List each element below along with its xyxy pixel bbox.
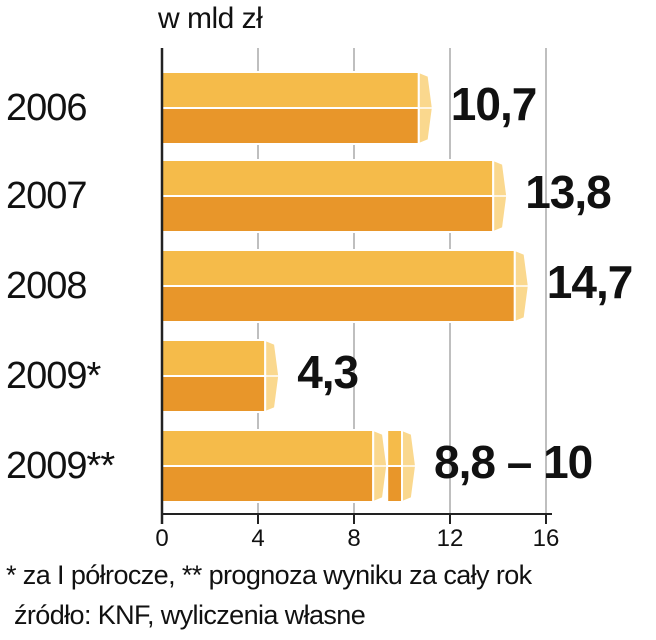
value-label: 4,3	[297, 346, 358, 398]
bar-2006	[161, 70, 434, 146]
bar-bottom-face	[161, 195, 495, 233]
source-note: źródło: KNF, wyliczenia własne	[14, 600, 366, 630]
x-axis: 0 4 8 12 16	[155, 48, 559, 552]
category-label: 2009**	[6, 445, 115, 487]
value-label: 10,7	[451, 78, 537, 130]
category-label: 2008	[6, 265, 87, 307]
value-label: 8,8 – 10	[434, 436, 592, 488]
x-tick-label: 8	[347, 525, 360, 552]
bar-2007	[161, 158, 509, 234]
bar-bottom-face	[161, 375, 267, 413]
bar-top-face	[161, 159, 495, 197]
bars	[161, 70, 530, 504]
unit-label: w mld zł	[158, 2, 263, 35]
bar-top-face	[161, 339, 267, 377]
x-tick-label: 16	[533, 525, 560, 552]
bar-top-face	[386, 429, 404, 467]
bar-top-face	[161, 249, 516, 287]
bar-2009x	[161, 338, 281, 414]
footnote: * za I półrocze, ** prognoza wyniku za c…	[6, 560, 532, 590]
bar-top-face	[161, 71, 420, 109]
value-label: 13,8	[525, 166, 611, 218]
value-label: 14,7	[547, 256, 633, 308]
bar-top-face	[161, 429, 375, 467]
bar-2009xx	[161, 428, 418, 504]
bar-segment	[161, 248, 530, 324]
bar-bottom-face	[161, 107, 420, 145]
bar-bottom-face	[161, 285, 516, 323]
bar-segment	[161, 428, 389, 504]
bar-segment	[161, 158, 509, 234]
bar-segment	[386, 428, 418, 504]
labels: 2006 10,7 2007 13,8 2008 14,7 2009* 4,3 2009** 8,…	[6, 78, 633, 488]
x-tick-label: 4	[251, 525, 264, 552]
bar-bottom-face	[161, 465, 375, 503]
bar-segment	[161, 338, 281, 414]
category-label: 2006	[6, 87, 87, 129]
category-label: 2007	[6, 175, 87, 217]
bar-bottom-face	[386, 465, 404, 503]
x-tick-label: 12	[437, 525, 464, 552]
bar-2008	[161, 248, 530, 324]
bar-segment	[161, 70, 434, 146]
category-label: 2009*	[6, 355, 102, 397]
x-tick-label: 0	[155, 525, 168, 552]
